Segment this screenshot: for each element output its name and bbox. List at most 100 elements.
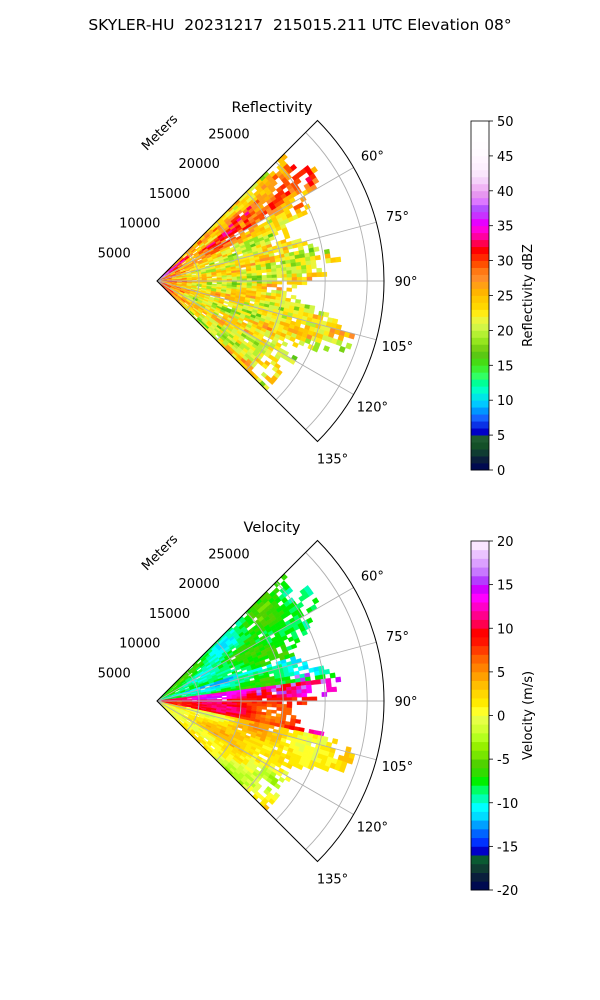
refl-colorbar-segment xyxy=(471,330,489,338)
refl-cell xyxy=(323,345,330,353)
refl-cell xyxy=(286,287,293,292)
refl-cell xyxy=(292,341,299,348)
refl-colorbar-tick-label: 20 xyxy=(497,324,514,339)
vel-colorbar-segment xyxy=(471,846,489,856)
vel-field xyxy=(156,573,356,811)
refl-colorbar-tick-label: 45 xyxy=(497,150,514,165)
refl-cell xyxy=(305,264,312,270)
refl-radial-tick-label: 20000 xyxy=(179,157,220,172)
refl-colorbar-segment xyxy=(471,232,489,241)
refl-cell xyxy=(310,264,317,270)
vel-azimuth-tick-label: 75° xyxy=(386,630,409,645)
refl-colorbar-segment xyxy=(471,197,489,206)
vel-cell xyxy=(331,738,339,745)
refl-azimuth-spoke xyxy=(156,167,354,282)
vel-cell xyxy=(261,706,268,710)
vel-cell xyxy=(286,704,293,709)
refl-colorbar-tick-label: 50 xyxy=(497,115,514,130)
vel-cell xyxy=(266,691,273,696)
refl-cell xyxy=(291,266,297,271)
vel-colorbar-segment xyxy=(471,750,489,760)
refl-cell xyxy=(330,257,337,263)
vel-cell xyxy=(291,689,298,695)
vel-colorbar-segment xyxy=(471,689,489,699)
vel-cell xyxy=(251,692,258,697)
refl-cell xyxy=(276,280,283,285)
vel-colorbar-segment xyxy=(471,628,489,638)
vel-colorbar-tick-label: -15 xyxy=(497,840,518,855)
refl-colorbar-tick-label: 30 xyxy=(497,255,514,270)
refl-cell xyxy=(301,268,308,274)
vel-cell xyxy=(276,707,283,712)
vel-cell xyxy=(246,695,253,699)
vel-cell xyxy=(276,697,283,702)
vel-cell xyxy=(301,696,308,702)
refl-colorbar-segment xyxy=(471,211,489,220)
refl-cell xyxy=(276,274,283,279)
vel-colorbar-segment xyxy=(471,837,489,847)
refl-colorbar-segment xyxy=(471,414,489,422)
vel-cell xyxy=(241,696,248,700)
vel-cell xyxy=(286,700,293,705)
vel-cell xyxy=(191,698,198,701)
refl-cell xyxy=(306,268,313,274)
refl-cell xyxy=(274,257,281,263)
refl-cell xyxy=(271,283,278,288)
vel-colorbar-segment xyxy=(471,593,489,603)
vel-cell xyxy=(290,643,298,650)
refl-cell xyxy=(323,311,330,318)
vel-colorbar-segment xyxy=(471,811,489,821)
refl-cell xyxy=(268,378,276,385)
refl-cell xyxy=(311,177,320,185)
vel-cell xyxy=(308,667,315,674)
vel-colorbar-tick-label: -10 xyxy=(497,797,518,812)
refl-cell xyxy=(261,269,267,274)
vel-cell xyxy=(314,674,321,681)
vel-cell xyxy=(273,580,281,588)
refl-colorbar-segment xyxy=(471,421,489,429)
vel-cell xyxy=(261,692,268,696)
vel-colorbar-segment xyxy=(471,828,489,839)
vel-cell xyxy=(323,668,331,675)
vel-cell xyxy=(301,692,308,698)
refl-colorbar-segment xyxy=(471,176,489,185)
vel-radial-axis-label: Meters xyxy=(139,532,181,574)
refl-colorbar-segment xyxy=(471,442,489,450)
refl-cell xyxy=(316,267,323,273)
refl-colorbar-segment xyxy=(471,155,489,164)
refl-cell xyxy=(335,256,342,263)
refl-colorbar-segment xyxy=(471,127,489,136)
vel-cell xyxy=(276,690,283,695)
vel-colorbar-tick-label: 20 xyxy=(497,535,514,550)
vel-cell xyxy=(297,665,304,672)
refl-cell xyxy=(325,257,332,264)
refl-cell xyxy=(310,259,317,266)
vel-cell xyxy=(301,700,308,706)
vel-cell xyxy=(221,697,228,700)
refl-colorbar-tick-label: 0 xyxy=(497,464,505,479)
vel-colorbar-tick-label: 15 xyxy=(497,579,514,594)
refl-colorbar-segment xyxy=(471,302,489,310)
refl-cell xyxy=(300,265,307,270)
refl-azimuth-spoke xyxy=(156,280,377,341)
refl-cell xyxy=(191,278,198,281)
refl-colorbar-tick-label: 35 xyxy=(497,220,514,235)
vel-cell xyxy=(274,722,281,728)
vel-cell xyxy=(288,725,295,731)
vel-cell xyxy=(321,691,328,697)
refl-colorbar-segment xyxy=(471,246,489,255)
refl-panel: Reflectivity 5000 10000 15000 20000 25000 Mete… xyxy=(98,100,536,479)
refl-cell xyxy=(271,271,278,276)
refl-colorbar-segment xyxy=(471,190,489,199)
vel-cell xyxy=(291,686,297,691)
refl-sector-frame xyxy=(156,119,385,443)
refl-colorbar-segment xyxy=(471,463,489,471)
vel-colorbar-segment xyxy=(471,776,489,786)
vel-cell xyxy=(266,694,273,699)
refl-cell xyxy=(301,276,308,282)
vel-cell xyxy=(288,671,295,677)
refl-cell xyxy=(316,272,323,278)
vel-cell xyxy=(325,682,332,688)
refl-colorbar-segment xyxy=(471,141,489,150)
vel-cell xyxy=(335,676,342,683)
